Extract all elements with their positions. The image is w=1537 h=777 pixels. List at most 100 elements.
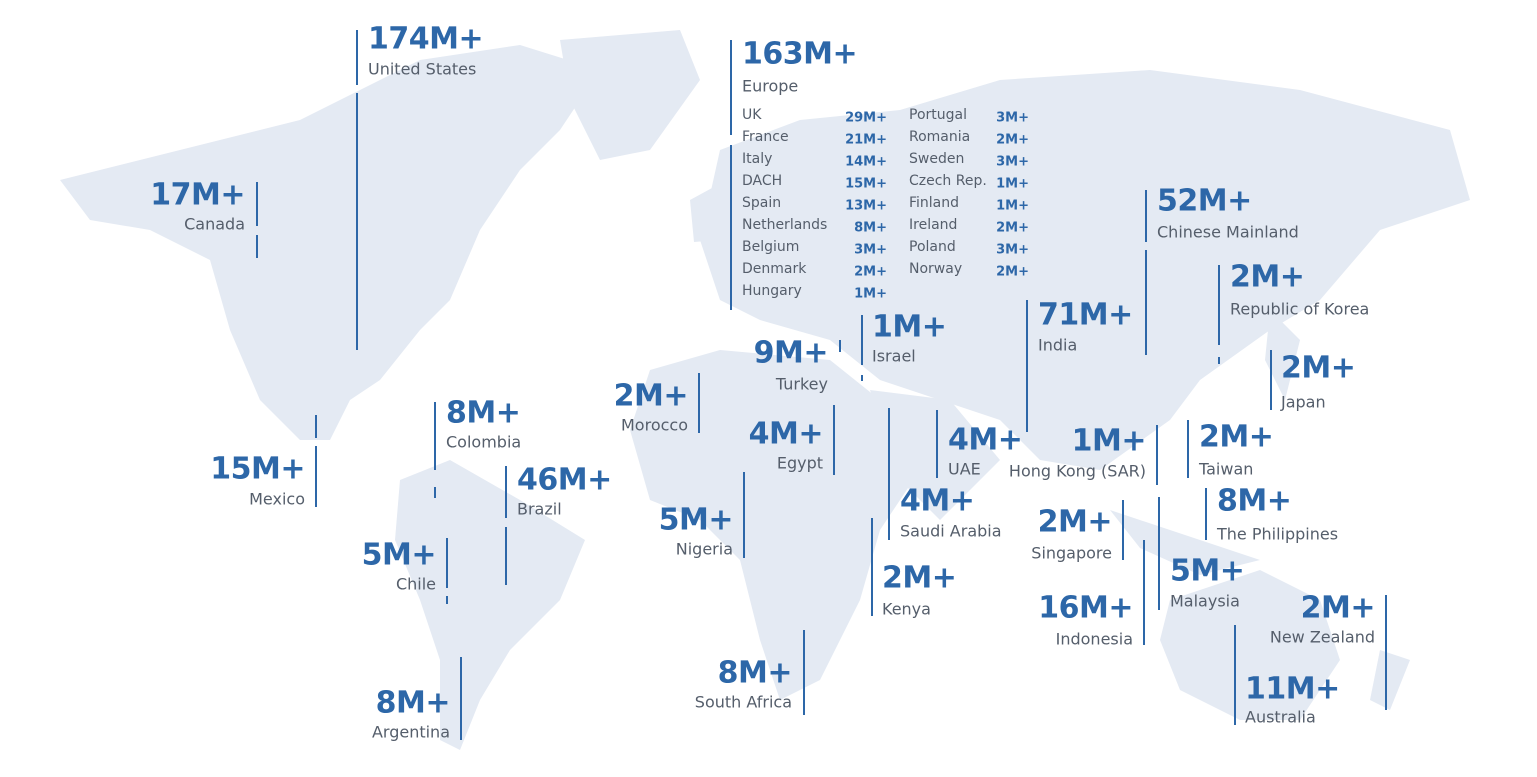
country-name: Czech Rep. (909, 173, 987, 189)
country-value: 2M+ (996, 265, 1029, 280)
region-name: Chile (396, 575, 436, 594)
country-value: 14M+ (845, 155, 887, 170)
country-value: 3M+ (854, 243, 887, 258)
japan (1265, 310, 1300, 400)
region-value: 52M+ (1157, 184, 1252, 219)
region-name: Saudi Arabia (900, 522, 1002, 541)
country-name: Norway (909, 261, 962, 277)
new-zealand (1370, 650, 1410, 710)
country-name: Denmark (742, 261, 807, 277)
region-name: Argentina (372, 723, 450, 742)
region-value: 15M+ (210, 452, 305, 487)
region-name: Australia (1245, 708, 1316, 727)
region-value: 5M+ (362, 538, 436, 573)
country-value: 2M+ (996, 133, 1029, 148)
region-value: 2M+ (1230, 260, 1304, 295)
region-name: Colombia (446, 433, 521, 452)
region-value: 71M+ (1038, 298, 1133, 333)
country-name: Portugal (909, 107, 967, 123)
region-value: 2M+ (1199, 420, 1273, 455)
region-name: Singapore (1031, 544, 1112, 563)
region-value: 9M+ (754, 336, 828, 371)
country-value: 1M+ (854, 287, 887, 302)
country-name: Sweden (909, 151, 964, 167)
country-value: 8M+ (854, 221, 887, 236)
region-name: Chinese Mainland (1157, 223, 1299, 242)
region-value: 11M+ (1245, 672, 1340, 707)
region-name: United States (368, 60, 476, 79)
country-name: Spain (742, 195, 781, 211)
region-value: 174M+ (368, 22, 483, 57)
region-name: UAE (948, 460, 981, 479)
africa (630, 350, 920, 700)
region-name: Canada (184, 215, 245, 234)
region-value: 8M+ (718, 656, 792, 691)
country-value: 15M+ (845, 177, 887, 192)
continents (60, 30, 1470, 750)
region-value: 2M+ (1301, 591, 1375, 626)
country-name: Finland (909, 195, 959, 211)
uk (690, 188, 720, 242)
country-value: 2M+ (854, 265, 887, 280)
region-value: 1M+ (872, 310, 946, 345)
region-name: Taiwan (1198, 460, 1253, 479)
region-value: 1M+ (1072, 424, 1146, 459)
region-name: Republic of Korea (1230, 300, 1369, 319)
country-value: 13M+ (845, 199, 887, 214)
region-value: 5M+ (659, 503, 733, 538)
region-value: 4M+ (948, 423, 1022, 458)
region-name: Indonesia (1056, 630, 1133, 649)
country-name: Ireland (909, 217, 957, 233)
region-value: 8M+ (1217, 484, 1291, 519)
region-name: New Zealand (1270, 628, 1375, 647)
region-name: Morocco (621, 416, 688, 435)
region-value: 2M+ (614, 379, 688, 414)
country-name: Poland (909, 239, 956, 255)
region-value: 8M+ (376, 686, 450, 721)
region-name: Japan (1280, 393, 1326, 412)
region-name: Europe (742, 77, 798, 96)
region-value: 46M+ (517, 463, 612, 498)
region-value: 8M+ (446, 396, 520, 431)
region-name: Brazil (517, 500, 562, 519)
country-value: 3M+ (996, 243, 1029, 258)
region-name: Turkey (775, 375, 828, 394)
region-name: India (1038, 336, 1077, 355)
region-name: South Africa (695, 693, 792, 712)
region-value: 2M+ (1038, 505, 1112, 540)
country-value: 29M+ (845, 111, 887, 126)
region-value: 2M+ (1281, 351, 1355, 386)
region-value: 16M+ (1038, 591, 1133, 626)
region-name: Malaysia (1170, 592, 1240, 611)
region-value: 4M+ (749, 417, 823, 452)
greenland (560, 30, 700, 160)
north-america (60, 45, 600, 440)
arabia (870, 390, 1000, 520)
region-name: Hong Kong (SAR) (1009, 462, 1146, 481)
country-name: Belgium (742, 239, 799, 255)
region-value: 2M+ (882, 561, 956, 596)
labels: 174M+ United States 17M+ Canada 52M+ Chinese … (150, 22, 1387, 742)
country-value: 1M+ (996, 199, 1029, 214)
country-name: UK (742, 107, 762, 123)
country-name: DACH (742, 173, 782, 189)
region-name: Mexico (249, 490, 305, 509)
region-name: Nigeria (676, 540, 733, 559)
country-name: Hungary (742, 283, 802, 299)
country-value: 1M+ (996, 177, 1029, 192)
region-value: 163M+ (742, 37, 857, 72)
country-name: France (742, 129, 789, 145)
region-name: Israel (872, 347, 916, 366)
country-name: Italy (742, 151, 772, 167)
region-value: 4M+ (900, 484, 974, 519)
country-name: Netherlands (742, 217, 827, 233)
country-name: Romania (909, 129, 970, 145)
region-value: 17M+ (150, 178, 245, 213)
region-name: Kenya (882, 600, 931, 619)
indonesia (1110, 510, 1260, 575)
region-name: The Philippines (1216, 525, 1338, 544)
country-value: 3M+ (996, 111, 1029, 126)
country-value: 3M+ (996, 155, 1029, 170)
